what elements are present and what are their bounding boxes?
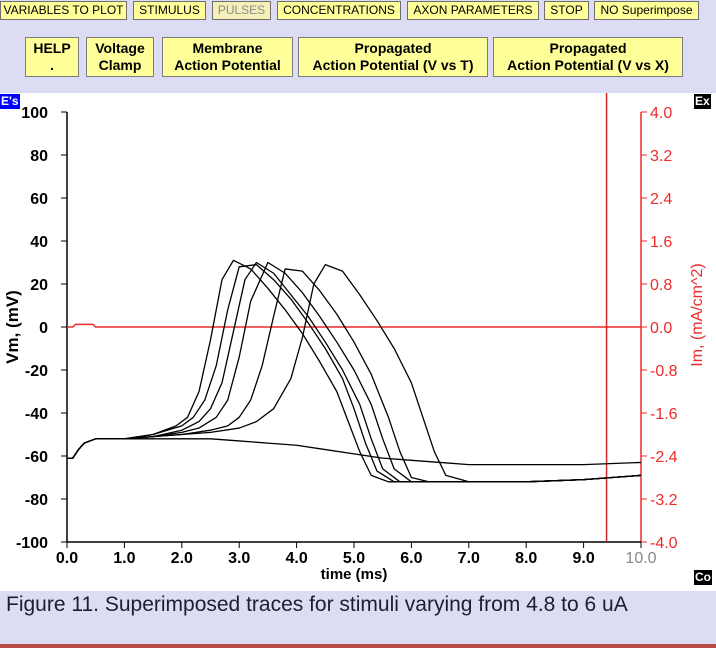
voltage-clamp-line2: Clamp	[98, 57, 142, 73]
vm-trace-7	[67, 259, 642, 483]
propagated-ap-vx-button[interactable]: Propagated Action Potential (V vs X)	[493, 37, 683, 77]
time-tick-label: 9.0	[572, 550, 594, 567]
voltage-clamp-line1: Voltage	[95, 40, 145, 56]
vm-tick-label: 60	[30, 191, 48, 208]
vm-tick-label: -80	[25, 492, 48, 509]
im-tick-label: 4.0	[650, 105, 672, 122]
vm-trace-1	[67, 438, 642, 466]
vm-tick-label: -100	[16, 535, 48, 552]
time-tick-label: 4.0	[285, 550, 307, 567]
variables-to-plot-button[interactable]: VARIABLES TO PLOT	[0, 1, 127, 20]
vm-trace-4	[67, 261, 642, 483]
membrane-action-potential-button[interactable]: Membrane Action Potential	[162, 37, 293, 77]
vm-tick-label: -60	[25, 449, 48, 466]
help-button-label: HELP	[33, 40, 71, 56]
time-tick-label: 6.0	[400, 550, 422, 567]
vm-tick-label: -40	[25, 406, 48, 423]
time-tick-label: 0.0	[56, 550, 78, 567]
time-tick-label: 7.0	[458, 550, 480, 567]
vm-tick-label: 40	[30, 234, 48, 251]
im-tick-label: 2.4	[650, 191, 672, 208]
im-tick-label: -1.6	[650, 406, 678, 423]
propagated-vx-line2: Action Potential (V vs X)	[507, 57, 669, 73]
vm-trace-3	[67, 268, 642, 483]
membrane-ap-line1: Membrane	[192, 40, 263, 56]
pulses-button[interactable]: PULSES	[212, 1, 271, 20]
vm-tick-label: 100	[21, 105, 48, 122]
co-corner-label[interactable]: Co	[694, 570, 712, 585]
stop-button[interactable]: STOP	[544, 1, 589, 20]
concentrations-button[interactable]: CONCENTRATIONS	[277, 1, 401, 20]
bottom-divider	[0, 644, 716, 648]
im-trace	[67, 323, 641, 328]
im-tick-label: 3.2	[650, 148, 672, 165]
vm-tick-label: 0	[39, 320, 48, 337]
vm-trace-5	[67, 261, 642, 483]
top-toolbar: VARIABLES TO PLOT STIMULUS PULSES CONCEN…	[0, 0, 716, 22]
im-tick-label: -4.0	[650, 535, 678, 552]
vm-tick-label: 80	[30, 148, 48, 165]
im-tick-label: -2.4	[650, 449, 678, 466]
ex-corner-label[interactable]: Ex	[694, 94, 711, 109]
no-superimpose-button[interactable]: NO Superimpose	[594, 1, 699, 20]
help-button-dot: .	[50, 57, 54, 73]
vm-tick-label: -20	[25, 363, 48, 380]
time-tick-label: 2.0	[171, 550, 193, 567]
axon-parameters-button[interactable]: AXON PARAMETERS	[407, 1, 539, 20]
im-tick-label: -3.2	[650, 492, 678, 509]
im-axis-title: Im, (mA/cm^2)	[689, 263, 706, 367]
time-tick-label: 5.0	[343, 550, 365, 567]
vm-trace-6	[67, 263, 642, 483]
time-axis-title: time (ms)	[321, 566, 388, 583]
time-tick-label: 3.0	[228, 550, 250, 567]
im-tick-label: -0.8	[650, 363, 678, 380]
vm-tick-label: 20	[30, 277, 48, 294]
vm-axis-title: Vm, (mV)	[3, 290, 22, 364]
propagated-vx-line1: Propagated	[549, 40, 627, 56]
im-tick-label: 0.0	[650, 320, 672, 337]
propagated-ap-vt-button[interactable]: Propagated Action Potential (V vs T)	[298, 37, 488, 77]
vm-trace-2	[67, 263, 642, 483]
help-button[interactable]: HELP .	[25, 37, 79, 77]
propagated-vt-line2: Action Potential (V vs T)	[312, 57, 474, 73]
im-tick-label: 1.6	[650, 234, 672, 251]
stimulus-button[interactable]: STIMULUS	[133, 1, 206, 20]
es-corner-label[interactable]: E's	[0, 94, 20, 109]
propagated-vt-line1: Propagated	[354, 40, 432, 56]
figure-caption: Figure 11. Superimposed traces for stimu…	[6, 593, 628, 616]
im-tick-label: 0.8	[650, 277, 672, 294]
time-tick-label: 8.0	[515, 550, 537, 567]
vm-im-chart: 100 80 60 40 20 0 -20 -40 -60 -80 -100 4.0 3.2 2.4 1.…	[3, 93, 706, 583]
time-tick-label: 10.0	[625, 550, 656, 567]
voltage-clamp-button[interactable]: Voltage Clamp	[86, 37, 154, 77]
time-tick-label: 1.0	[113, 550, 135, 567]
plot-area[interactable]: 100 80 60 40 20 0 -20 -40 -60 -80 -100 4.0 3.2 2.4 1.…	[0, 93, 716, 591]
membrane-ap-line2: Action Potential	[174, 57, 281, 73]
